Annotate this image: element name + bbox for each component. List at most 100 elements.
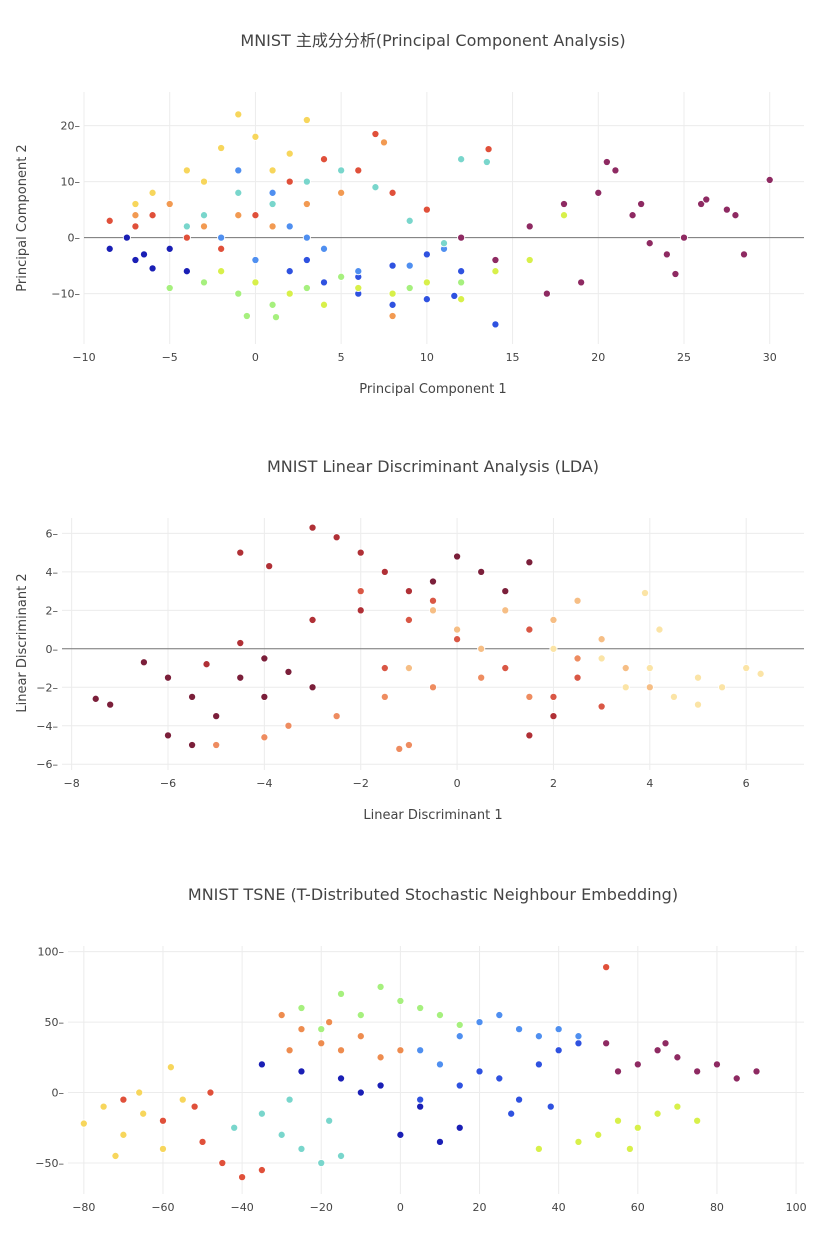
scatter-point — [198, 1137, 207, 1146]
scatter-point — [525, 222, 534, 231]
scatter-point — [712, 1060, 721, 1069]
x-tick-label: 5 — [338, 351, 345, 364]
scatter-point — [693, 1116, 702, 1125]
scatter-point — [332, 533, 341, 542]
scatter-point — [422, 250, 431, 259]
scatter-point — [435, 1137, 445, 1146]
y-tick-label: 0– — [68, 232, 81, 245]
scatter-point — [732, 1074, 741, 1083]
y-tick-label: 4– — [46, 566, 59, 579]
scatter-point — [455, 1020, 464, 1029]
scatter-point — [525, 625, 534, 634]
y-tick-label: 0– — [52, 1087, 65, 1100]
scatter-point — [602, 963, 611, 972]
scatter-point — [645, 239, 654, 248]
scatter-point — [507, 1109, 516, 1118]
pca-x-axis-label: Principal Component 1 — [359, 382, 506, 397]
scatter-point — [525, 255, 534, 265]
scatter-point — [379, 138, 389, 147]
scatter-point — [428, 683, 438, 692]
scatter-point — [554, 1046, 563, 1055]
scatter-point — [234, 211, 243, 220]
scatter-point — [388, 300, 397, 309]
scatter-point — [395, 744, 404, 753]
scatter-point — [416, 1003, 425, 1013]
scatter-point — [302, 233, 311, 242]
scatter-point — [380, 567, 389, 576]
scatter-point — [356, 1088, 365, 1097]
y-tick-label: 0– — [46, 643, 59, 656]
scatter-point — [285, 222, 294, 231]
scatter-point — [404, 740, 413, 750]
x-tick-label: −5 — [162, 351, 178, 364]
x-tick-label: 6 — [743, 777, 750, 790]
scatter-point — [139, 1109, 148, 1118]
scatter-point — [653, 1109, 662, 1118]
scatter-point — [453, 552, 462, 561]
scatter-point — [655, 625, 664, 634]
scatter-point — [422, 205, 431, 214]
scatter-point — [739, 250, 749, 259]
scatter-point — [597, 702, 606, 711]
scatter-point — [356, 548, 365, 557]
x-tick-label: 40 — [552, 1201, 566, 1214]
scatter-point — [297, 1144, 306, 1153]
scatter-point — [302, 115, 311, 125]
scatter-point — [628, 211, 637, 220]
x-tick-label: 100 — [786, 1201, 807, 1214]
lda-title: MNIST Linear Discriminant Analysis (LDA) — [267, 457, 599, 476]
scatter-point — [577, 278, 586, 287]
x-tick-label: −40 — [230, 1201, 253, 1214]
lda-x-axis-label: Linear Discriminant 1 — [363, 808, 502, 823]
scatter-point — [416, 1102, 425, 1111]
scatter-point — [206, 1088, 215, 1097]
scatter-point — [302, 199, 311, 209]
scatter-point — [325, 1116, 334, 1125]
scatter-point — [217, 244, 226, 253]
scatter-point — [336, 989, 346, 998]
scatter-point — [702, 195, 711, 204]
scatter-point — [148, 188, 157, 197]
scatter-point — [308, 683, 317, 692]
scatter-point — [549, 712, 558, 721]
scatter-point — [546, 1102, 555, 1111]
scatter-point — [633, 1123, 642, 1132]
scatter-point — [484, 145, 493, 154]
scatter-point — [317, 1039, 326, 1048]
scatter-point — [428, 577, 438, 586]
scatter-point — [297, 1067, 306, 1076]
scatter-point — [79, 1119, 88, 1128]
pca-y-axis-label: Principal Component 2 — [15, 144, 30, 291]
scatter-point — [380, 692, 389, 701]
scatter-point — [236, 548, 245, 557]
scatter-point — [554, 1025, 563, 1034]
scatter-point — [217, 233, 226, 242]
scatter-point — [260, 692, 269, 701]
scatter-point — [495, 1074, 504, 1083]
x-tick-label: −10 — [72, 351, 95, 364]
scatter-point — [404, 663, 413, 673]
scatter-point — [405, 261, 414, 270]
scatter-point — [131, 255, 140, 265]
x-tick-label: 0 — [454, 777, 461, 790]
x-tick-label: −60 — [151, 1201, 174, 1214]
scatter-point — [428, 606, 438, 615]
x-tick-label: −20 — [310, 1201, 333, 1214]
scatter-point — [693, 1067, 702, 1076]
tsne-plot: −80 −60 −40 −20 0 20 40 60 80 100 −50– 0– 50– 100– — [35, 946, 806, 1214]
scatter-point — [640, 588, 650, 598]
x-tick-label: 80 — [710, 1201, 724, 1214]
scatter-point — [251, 278, 260, 287]
scatter-point — [525, 558, 534, 567]
y-tick-label: −10– — [51, 288, 80, 301]
scatter-point — [477, 673, 486, 682]
scatter-point — [625, 1144, 634, 1153]
y-tick-label: −4– — [36, 720, 58, 733]
scatter-point — [455, 1032, 464, 1041]
scatter-point — [405, 216, 414, 225]
scatter-point — [302, 255, 311, 265]
scatter-point — [308, 615, 317, 625]
scatter-point — [388, 261, 397, 270]
scatter-point — [337, 166, 346, 175]
scatter-point — [111, 1151, 120, 1161]
